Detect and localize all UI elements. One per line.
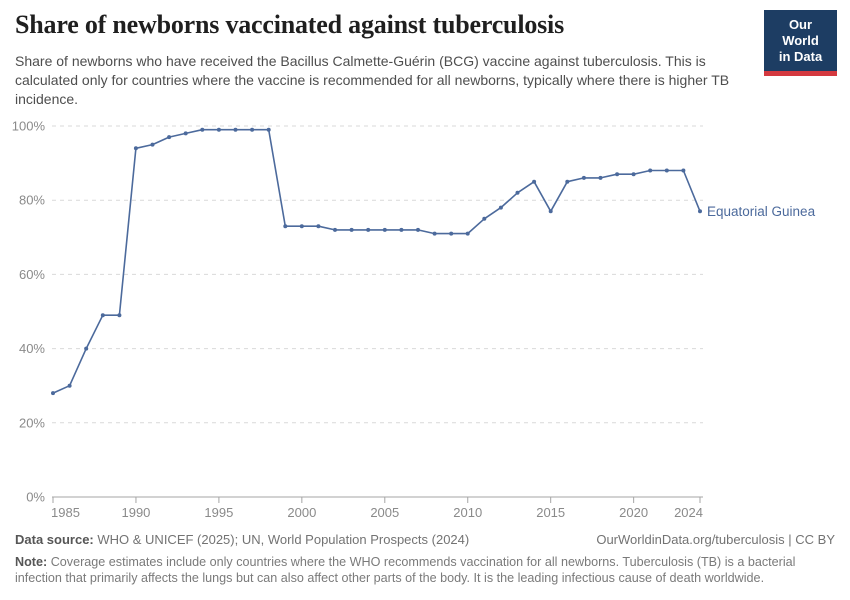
- data-point[interactable]: [416, 227, 420, 232]
- data-point[interactable]: [648, 168, 653, 173]
- data-point[interactable]: [681, 168, 686, 173]
- citation-link[interactable]: OurWorldinData.org/tuberculosis | CC BY: [596, 532, 835, 547]
- data-point[interactable]: [366, 227, 371, 232]
- data-point[interactable]: [316, 224, 321, 229]
- data-point[interactable]: [548, 209, 553, 214]
- series-label-equatorial-guinea: Equatorial Guinea: [707, 204, 816, 219]
- x-tick-label: 2015: [536, 505, 565, 520]
- data-point[interactable]: [515, 190, 520, 195]
- data-point[interactable]: [664, 168, 669, 173]
- data-point[interactable]: [581, 175, 586, 180]
- data-point[interactable]: [133, 146, 138, 151]
- data-source: Data source: WHO & UNICEF (2025); UN, Wo…: [15, 531, 469, 548]
- chart-footer: Data source: WHO & UNICEF (2025); UN, Wo…: [15, 531, 835, 586]
- data-point[interactable]: [333, 227, 337, 232]
- y-tick-label: 40%: [19, 341, 45, 356]
- data-point[interactable]: [698, 209, 702, 214]
- data-point[interactable]: [266, 127, 271, 132]
- line-chart-canvas[interactable]: 0% 20% 40% 60% 80% 100% 1985 1990 1995 2000 2005 20…: [0, 113, 850, 531]
- x-tick-label: 2010: [453, 505, 482, 520]
- data-point[interactable]: [299, 224, 304, 229]
- data-point[interactable]: [100, 313, 105, 318]
- data-source-label: Data source:: [15, 532, 94, 547]
- data-point[interactable]: [465, 231, 470, 236]
- x-tick-label: 2000: [287, 505, 316, 520]
- y-tick-label: 100%: [12, 119, 46, 134]
- chart-note: Note: Coverage estimates include only co…: [15, 554, 835, 586]
- data-point[interactable]: [532, 179, 537, 184]
- data-point[interactable]: [449, 231, 454, 236]
- data-point[interactable]: [84, 346, 89, 351]
- data-point[interactable]: [150, 142, 155, 147]
- y-tick-label: 80%: [19, 193, 45, 208]
- chart-subtitle: Share of newborns who have received the …: [15, 53, 730, 107]
- data-point[interactable]: [117, 313, 122, 318]
- data-point[interactable]: [598, 175, 603, 180]
- trend-line: [52, 128, 701, 394]
- note-label: Note:: [15, 555, 48, 569]
- data-point[interactable]: [183, 131, 188, 136]
- data-point[interactable]: [283, 224, 288, 229]
- data-point[interactable]: [399, 227, 404, 232]
- data-point[interactable]: [250, 127, 255, 132]
- x-tick-label: 1985: [51, 505, 80, 520]
- data-point[interactable]: [216, 127, 221, 132]
- data-point[interactable]: [565, 179, 570, 184]
- data-point[interactable]: [615, 172, 620, 177]
- y-tick-label: 0%: [26, 490, 45, 505]
- data-source-text: WHO & UNICEF (2025); UN, World Populatio…: [97, 532, 470, 547]
- note-text: Coverage estimates include only countrie…: [15, 555, 796, 585]
- y-tick-label: 20%: [19, 415, 45, 430]
- data-point[interactable]: [67, 383, 72, 388]
- page-title: Share of newborns vaccinated against tub…: [15, 10, 564, 39]
- x-tick-label: 2020: [619, 505, 648, 520]
- x-tick-label: 2024: [674, 505, 703, 520]
- x-tick-label: 2005: [370, 505, 399, 520]
- data-point[interactable]: [482, 216, 487, 221]
- data-point[interactable]: [233, 127, 238, 132]
- data-point[interactable]: [382, 227, 387, 232]
- data-point[interactable]: [167, 135, 172, 140]
- owid-logo-line2: in Data: [778, 49, 823, 64]
- x-tick-label: 1995: [204, 505, 233, 520]
- owid-logo-line1: Our World: [782, 17, 819, 48]
- data-point[interactable]: [349, 227, 354, 232]
- y-tick-label: 60%: [19, 267, 45, 282]
- data-point[interactable]: [51, 391, 55, 396]
- owid-logo: Our World in Data: [764, 10, 837, 76]
- data-point[interactable]: [631, 172, 636, 177]
- data-point[interactable]: [498, 205, 503, 210]
- x-tick-label: 1990: [121, 505, 150, 520]
- data-point[interactable]: [200, 127, 205, 132]
- data-point[interactable]: [432, 231, 437, 236]
